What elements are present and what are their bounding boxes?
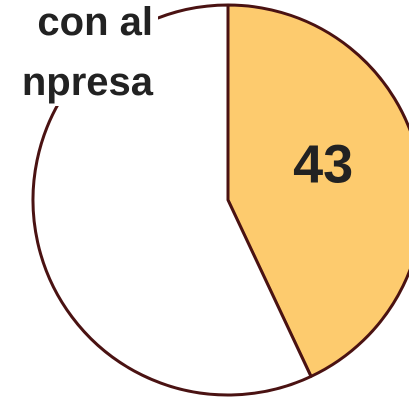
- pie-slice: [226, 3, 409, 378]
- title-backdrop: [0, 0, 158, 106]
- data-label: 43: [293, 135, 353, 195]
- chart-title: npresa: [22, 60, 154, 104]
- chart-title: con al: [37, 0, 153, 44]
